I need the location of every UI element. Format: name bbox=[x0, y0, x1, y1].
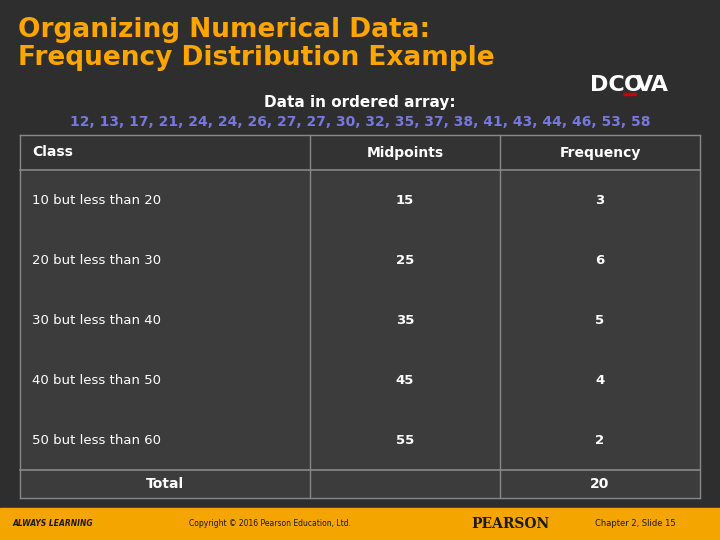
Text: 15: 15 bbox=[396, 193, 414, 206]
Text: Organizing Numerical Data:: Organizing Numerical Data: bbox=[18, 17, 430, 43]
Text: Data in ordered array:: Data in ordered array: bbox=[264, 94, 456, 110]
Text: Class: Class bbox=[32, 145, 73, 159]
Text: 45: 45 bbox=[396, 374, 414, 387]
Text: Chapter 2, Slide 15: Chapter 2, Slide 15 bbox=[595, 519, 675, 529]
Text: VA: VA bbox=[636, 75, 669, 95]
Text: PEARSON: PEARSON bbox=[471, 517, 549, 531]
Text: 20 but less than 30: 20 but less than 30 bbox=[32, 253, 161, 267]
Bar bbox=[20, 135, 700, 498]
Text: 35: 35 bbox=[396, 314, 414, 327]
Text: Frequency: Frequency bbox=[559, 145, 641, 159]
Text: 12, 13, 17, 21, 24, 24, 26, 27, 27, 30, 32, 35, 37, 38, 41, 43, 44, 46, 53, 58: 12, 13, 17, 21, 24, 24, 26, 27, 27, 30, … bbox=[70, 115, 650, 129]
Text: Copyright © 2016 Pearson Education, Ltd.: Copyright © 2016 Pearson Education, Ltd. bbox=[189, 519, 351, 529]
Text: Total: Total bbox=[146, 477, 184, 491]
Text: 4: 4 bbox=[595, 374, 605, 387]
Text: 3: 3 bbox=[595, 193, 605, 206]
Bar bbox=[20, 135, 700, 170]
Text: 20: 20 bbox=[590, 477, 610, 491]
Text: 10 but less than 20: 10 but less than 20 bbox=[32, 193, 161, 206]
Text: 2: 2 bbox=[595, 434, 605, 447]
Text: Midpoints: Midpoints bbox=[366, 145, 444, 159]
Text: 25: 25 bbox=[396, 253, 414, 267]
Text: 55: 55 bbox=[396, 434, 414, 447]
Text: DC: DC bbox=[590, 75, 625, 95]
Text: 30 but less than 40: 30 but less than 40 bbox=[32, 314, 161, 327]
Text: Frequency Distribution Example: Frequency Distribution Example bbox=[18, 45, 495, 71]
Text: 40 but less than 50: 40 but less than 50 bbox=[32, 374, 161, 387]
Text: 5: 5 bbox=[595, 314, 605, 327]
Bar bbox=[0, 508, 720, 540]
Text: 50 but less than 60: 50 but less than 60 bbox=[32, 434, 161, 447]
Text: ALWAYS LEARNING: ALWAYS LEARNING bbox=[12, 519, 93, 529]
Text: 6: 6 bbox=[595, 253, 605, 267]
Text: O: O bbox=[624, 75, 643, 95]
